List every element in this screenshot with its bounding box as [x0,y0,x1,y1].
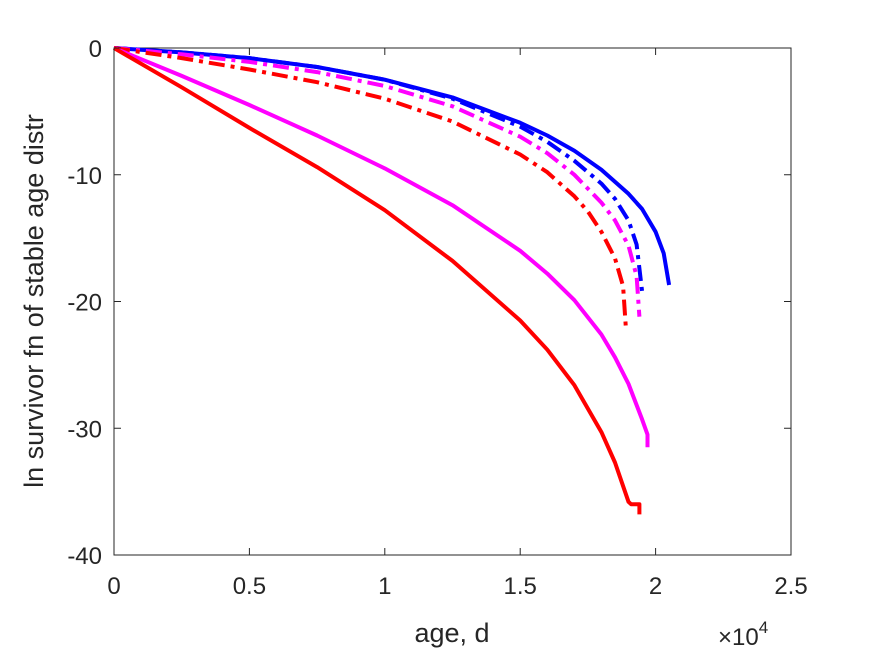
x-axis-ticks: 0 0.5 1 1.5 2 2.5 [107,48,808,600]
x-axis-label: age, d [414,618,489,648]
plot-area [113,47,792,556]
y-tick-label: -20 [67,290,102,317]
x-tick-label: 1 [378,573,391,600]
x-tick-label: 0 [107,573,120,600]
x-exponent-power: 4 [759,618,768,637]
x-tick-label: 0.5 [233,573,266,600]
x-tick-label: 1.5 [504,573,537,600]
series-line-5 [113,46,650,448]
x-tick-label: 2.5 [774,573,807,600]
series-line-2 [113,46,645,292]
x-exponent-base: ×10 [718,624,759,651]
y-axis-ticks: -40 -30 -20 -10 0 [67,36,791,570]
series-line-6 [112,46,642,515]
series-line-4 [113,46,628,328]
series-line-1 [113,46,672,286]
x-axis-exponent: ×104 [718,618,768,651]
x-tick-label: 2 [649,573,662,600]
y-tick-label: -40 [67,543,102,570]
y-axis-label: ln survivor fn of stable age distr [19,114,49,488]
svg-text:×104: ×104 [718,618,768,651]
series-layer [112,46,672,515]
y-tick-label: -30 [67,416,102,443]
y-tick-label: -10 [67,163,102,190]
y-tick-label: 0 [89,36,102,63]
